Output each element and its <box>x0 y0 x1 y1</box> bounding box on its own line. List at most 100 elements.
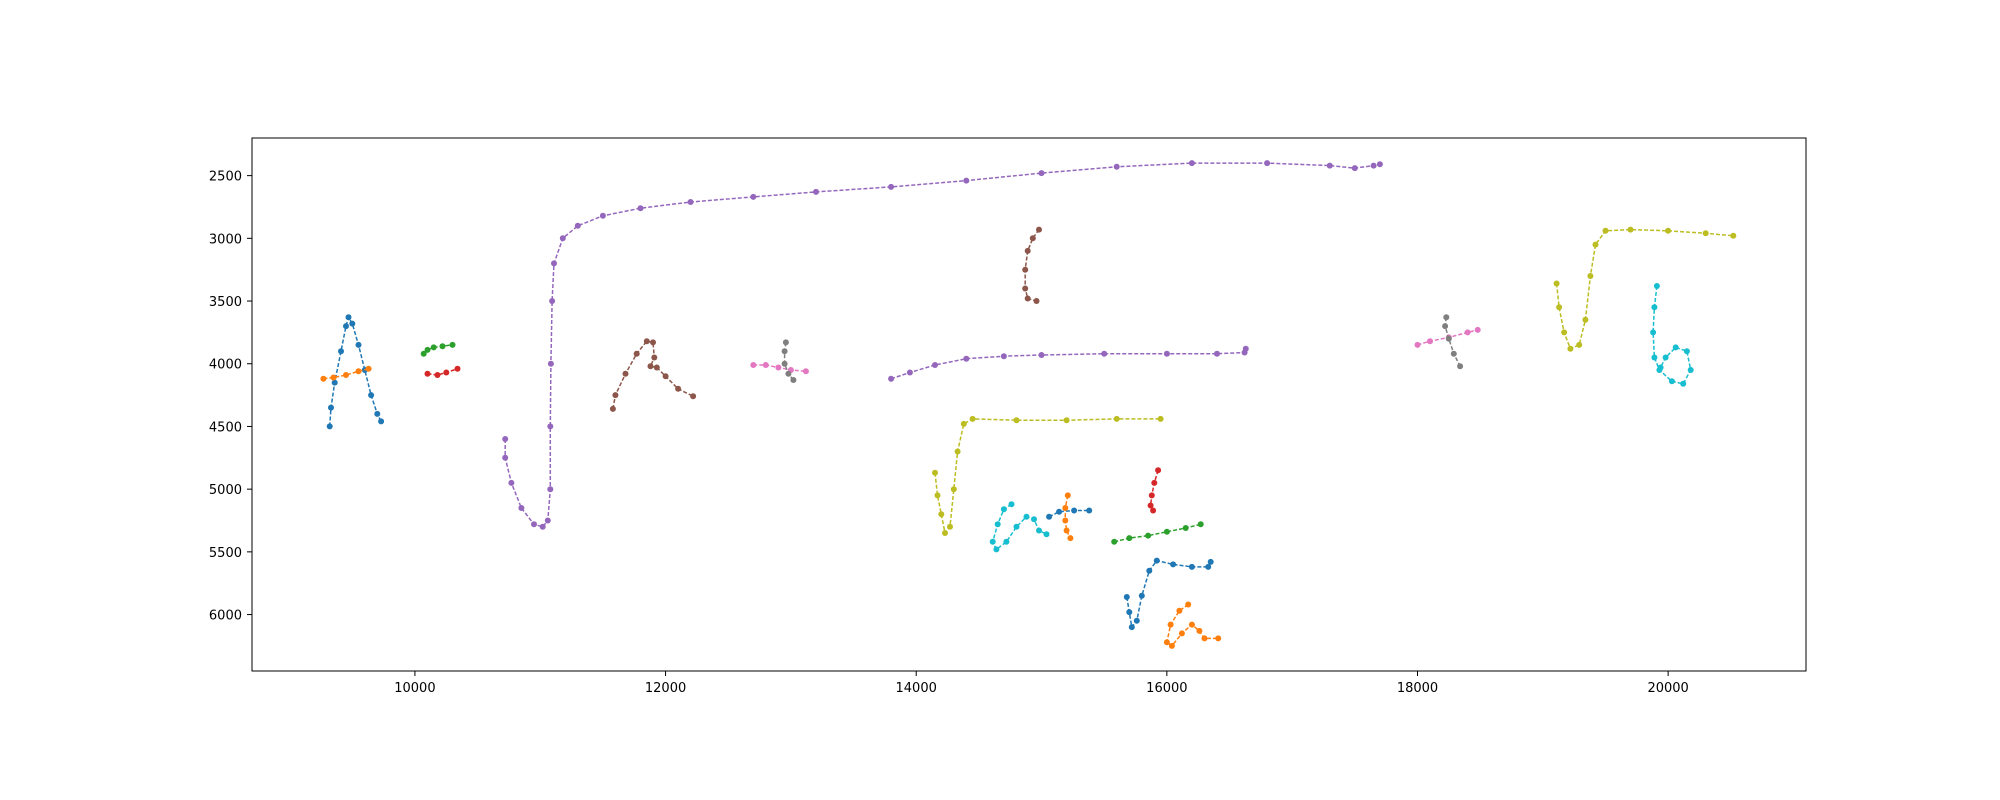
stroke-point <box>559 235 566 242</box>
stroke-point <box>1553 280 1560 287</box>
stroke-point <box>1036 527 1042 534</box>
x-tick-label: 12000 <box>645 681 686 696</box>
stroke-point <box>1000 353 1007 360</box>
stroke-point <box>662 373 669 380</box>
stroke-point <box>1653 283 1660 289</box>
stroke-point <box>430 344 437 351</box>
stroke-point <box>1163 528 1170 535</box>
stroke-line <box>427 368 458 376</box>
stroke-point <box>502 454 509 461</box>
stroke-point <box>355 368 362 375</box>
stroke-point <box>1111 538 1118 545</box>
stroke-point <box>989 538 996 545</box>
stroke-10 <box>888 345 1249 382</box>
stroke-point <box>1445 335 1452 342</box>
stroke-point <box>547 486 554 493</box>
stroke-point <box>1442 323 1449 330</box>
stroke-point <box>782 339 789 346</box>
stroke-point <box>330 374 337 381</box>
stroke-point <box>1587 273 1594 279</box>
stroke-point <box>781 348 788 355</box>
stroke-point <box>622 370 629 377</box>
stroke-point <box>1126 609 1133 616</box>
stroke-point <box>1561 329 1568 336</box>
axes: 10000 12000 14000 16000 18000 20000 2500 3000 35… <box>209 137 1807 696</box>
stroke-point <box>355 341 362 348</box>
stroke-point <box>1126 535 1133 542</box>
stroke-point <box>993 546 1000 553</box>
stroke-2 <box>320 365 372 382</box>
stroke-point <box>653 364 660 371</box>
stroke-point <box>365 365 372 372</box>
stroke-point <box>1651 304 1658 311</box>
stroke-point <box>1651 354 1658 361</box>
stroke-point <box>1163 639 1170 646</box>
stroke-point <box>331 379 338 386</box>
stroke-point <box>1683 348 1690 355</box>
stroke-point <box>349 320 356 327</box>
stroke-point <box>954 448 961 455</box>
stroke-point <box>633 350 640 357</box>
y-tick-label: 6000 <box>209 609 242 624</box>
stroke-point <box>539 523 546 530</box>
plot-frame <box>251 137 1807 672</box>
stroke-point <box>950 486 957 493</box>
stroke-point <box>1205 563 1212 570</box>
stroke-point <box>1145 532 1152 539</box>
stroke-21 <box>1553 226 1737 352</box>
x-tick-label: 16000 <box>1146 681 1187 696</box>
stroke-point <box>1214 350 1220 357</box>
y-tick-label: 4000 <box>209 358 242 373</box>
stroke-point <box>1113 415 1120 422</box>
stroke-point <box>1185 601 1192 608</box>
stroke-point <box>1326 162 1333 169</box>
stroke-point <box>1038 170 1045 177</box>
stroke-point <box>599 212 606 219</box>
stroke-point <box>1687 367 1694 373</box>
stroke-point <box>994 521 1001 528</box>
y-tick-label: 4500 <box>209 420 242 435</box>
stroke-point <box>547 360 554 367</box>
stroke-point <box>1464 329 1471 336</box>
x-tick-label: 10000 <box>394 681 435 696</box>
stroke-12 <box>989 501 1050 553</box>
y-tick-label: 3500 <box>209 295 242 310</box>
stroke-point <box>1576 341 1583 348</box>
stroke-point <box>1680 380 1687 387</box>
stroke-point <box>1730 232 1737 239</box>
stroke-point <box>345 314 352 321</box>
stroke-point <box>1063 527 1070 534</box>
stroke-point <box>1031 516 1037 523</box>
stroke-point <box>1128 624 1135 631</box>
stroke-point <box>549 298 556 304</box>
stroke-point <box>1086 507 1093 514</box>
stroke-point <box>1150 507 1157 514</box>
stroke-point <box>775 364 782 371</box>
stroke-point <box>643 338 650 345</box>
stroke-point <box>1201 635 1208 642</box>
stroke-point <box>1376 161 1383 168</box>
stroke-point <box>1155 467 1162 474</box>
stroke-1 <box>326 314 385 430</box>
stroke-point <box>420 350 427 357</box>
stroke-7 <box>750 362 809 375</box>
stroke-point <box>443 369 450 376</box>
stroke-point <box>934 492 941 499</box>
stroke-point <box>1036 226 1042 233</box>
stroke-point <box>1157 415 1164 422</box>
y-tick-label: 5500 <box>209 546 242 561</box>
stroke-point <box>1151 479 1158 486</box>
stroke-line <box>323 368 369 380</box>
stroke-point <box>781 360 788 367</box>
stroke-point <box>1592 241 1599 248</box>
stroke-point <box>963 177 970 184</box>
stroke-point <box>802 368 809 375</box>
stroke-point <box>1153 557 1160 564</box>
stroke-point <box>1264 160 1271 167</box>
stroke-point <box>762 362 769 368</box>
stroke-14 <box>1062 492 1074 542</box>
stroke-point <box>1008 501 1015 508</box>
stroke-point <box>1123 594 1130 600</box>
stroke-point <box>531 521 537 528</box>
